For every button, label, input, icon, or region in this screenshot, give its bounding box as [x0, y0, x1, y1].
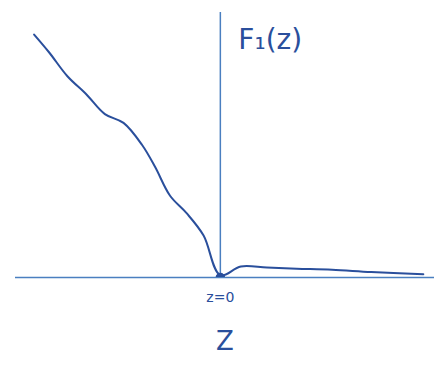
svg-text:Z: Z — [216, 326, 234, 356]
svg-text:z=0: z=0 — [206, 289, 234, 305]
svg-text:F₁(z): F₁(z) — [238, 23, 302, 56]
